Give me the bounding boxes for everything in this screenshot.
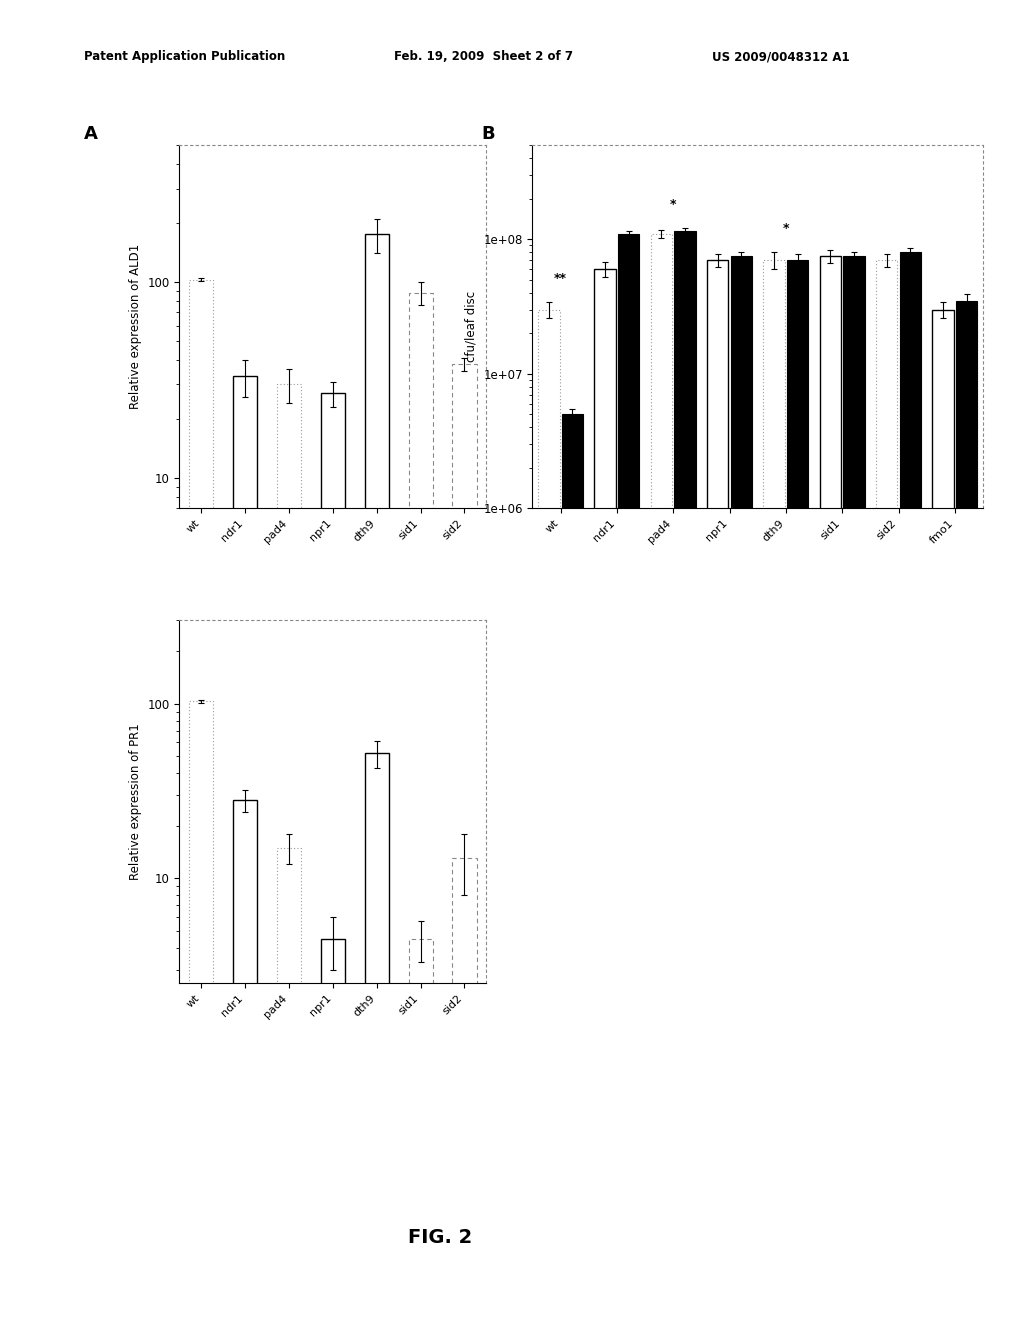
Text: **: ** [554, 272, 567, 285]
Text: Patent Application Publication: Patent Application Publication [84, 50, 286, 63]
Bar [321, 939, 345, 1320]
Text: FIG. 2: FIG. 2 [409, 1229, 472, 1247]
Bar [787, 260, 808, 1320]
Text: *: * [782, 222, 790, 235]
Bar [844, 256, 864, 1320]
Bar [409, 939, 432, 1320]
Bar [618, 234, 639, 1320]
Bar [932, 309, 953, 1320]
Bar [819, 256, 841, 1320]
Bar [956, 301, 977, 1320]
Text: Feb. 19, 2009  Sheet 2 of 7: Feb. 19, 2009 Sheet 2 of 7 [394, 50, 573, 63]
Bar [707, 260, 728, 1320]
Bar [731, 256, 752, 1320]
Bar [651, 234, 672, 1320]
Text: US 2009/0048312 A1: US 2009/0048312 A1 [712, 50, 849, 63]
Bar [876, 260, 897, 1320]
Bar [409, 293, 432, 1320]
Bar [321, 393, 345, 1320]
Bar [276, 384, 301, 1320]
Bar [562, 414, 584, 1320]
Bar [189, 280, 213, 1320]
Y-axis label: Relative expression of ALD1: Relative expression of ALD1 [129, 244, 141, 409]
Y-axis label: Relative expression of PR1: Relative expression of PR1 [129, 723, 141, 880]
Bar [232, 376, 257, 1320]
Bar [453, 364, 476, 1320]
Y-axis label: cfu/leaf disc: cfu/leaf disc [465, 292, 478, 362]
Bar [232, 800, 257, 1320]
Bar [594, 269, 615, 1320]
Bar [539, 309, 559, 1320]
Bar [365, 235, 389, 1320]
Bar [276, 847, 301, 1320]
Bar [365, 754, 389, 1320]
Bar [189, 701, 213, 1320]
Bar [763, 260, 784, 1320]
Bar [453, 858, 476, 1320]
Text: B: B [481, 125, 495, 144]
Bar [675, 231, 696, 1320]
Text: *: * [670, 198, 677, 211]
Text: A: A [84, 125, 98, 144]
Bar [900, 252, 922, 1320]
